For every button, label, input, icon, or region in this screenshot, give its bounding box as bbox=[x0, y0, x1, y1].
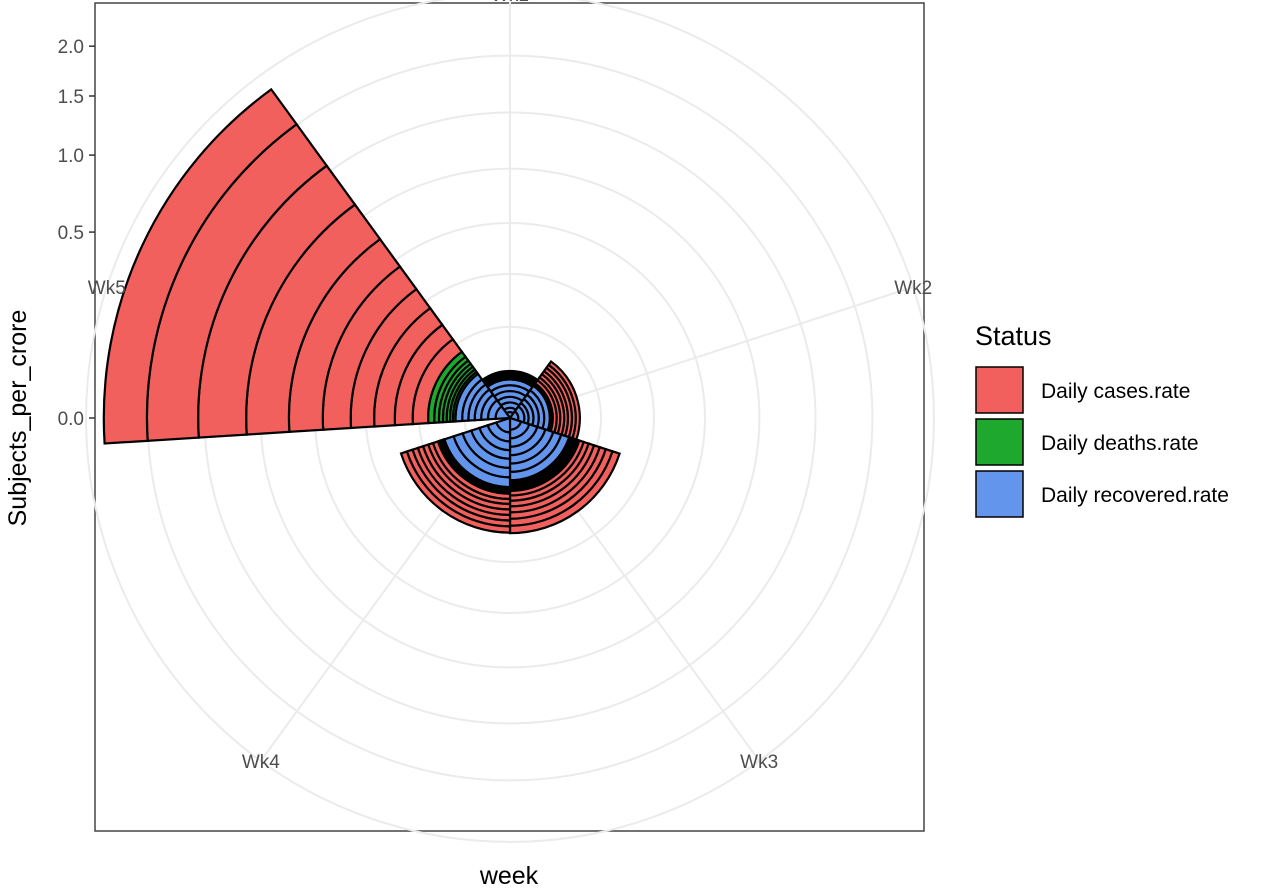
radial-axis: 0.0 0.5 1.0 1.5 2.0 bbox=[58, 37, 95, 430]
legend: Status Daily cases.rate Daily deaths.rat… bbox=[975, 321, 1229, 518]
y-tick-label-4: 2.0 bbox=[58, 37, 84, 58]
week-label-wk1: Wk1 bbox=[491, 0, 529, 6]
legend-title: Status bbox=[975, 321, 1052, 351]
legend-label-cases: Daily cases.rate bbox=[1041, 380, 1190, 403]
legend-label-recovered: Daily recovered.rate bbox=[1041, 484, 1229, 507]
week-labels: Wk1 Wk2 Wk3 Wk4 Wk5 bbox=[88, 0, 932, 773]
legend-label-deaths: Daily deaths.rate bbox=[1041, 432, 1199, 455]
grid-circle-7 bbox=[85, 0, 935, 843]
y-tick-label-1: 0.5 bbox=[58, 223, 84, 244]
week-label-wk4: Wk4 bbox=[242, 752, 280, 773]
y-tick-label-3: 1.5 bbox=[58, 87, 84, 108]
bar-wk4-daily-cases-rate-6 bbox=[399, 450, 512, 534]
legend-key-deaths bbox=[975, 418, 1024, 466]
bar-segments bbox=[102, 87, 621, 535]
x-axis-title: week bbox=[479, 862, 539, 890]
week-label-wk2: Wk2 bbox=[894, 278, 932, 299]
legend-key-cases bbox=[975, 366, 1024, 414]
legend-key-recovered bbox=[975, 470, 1024, 518]
y-tick-label-0: 0.0 bbox=[58, 409, 84, 430]
bar-wk5-daily-cases-rate-9 bbox=[102, 87, 299, 445]
week-label-wk3: Wk3 bbox=[740, 752, 778, 773]
y-tick-label-2: 1.0 bbox=[58, 146, 84, 167]
y-axis-title: Subjects_per_crore bbox=[4, 310, 32, 527]
week-label-wk5: Wk5 bbox=[88, 278, 126, 299]
